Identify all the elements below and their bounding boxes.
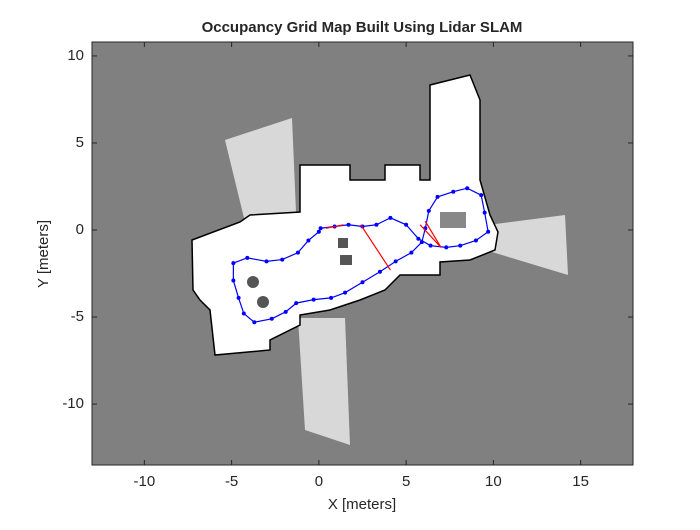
pose-marker [316, 229, 321, 234]
pose-marker [283, 309, 288, 314]
pose-marker [451, 189, 456, 194]
pose-marker [269, 316, 274, 321]
pose-marker [295, 250, 300, 255]
pose-marker [231, 261, 236, 266]
pose-marker [252, 320, 257, 325]
obstacle [247, 276, 259, 288]
pose-marker [377, 269, 382, 274]
pose-marker [393, 259, 398, 264]
pose-marker [416, 236, 421, 241]
y-tick-label: 5 [76, 134, 84, 151]
x-tick-label: 5 [402, 473, 410, 490]
pose-marker [482, 210, 487, 215]
pose-marker [329, 295, 334, 300]
pose-marker [231, 278, 236, 283]
pose-marker [360, 280, 365, 285]
pose-marker [318, 226, 323, 231]
pose-marker [465, 186, 470, 191]
pose-marker [343, 290, 348, 295]
pose-marker [241, 311, 246, 316]
pose-marker [444, 245, 449, 250]
pose-marker [236, 295, 241, 300]
free-space [191, 74, 499, 356]
trajectory-line [232, 187, 489, 323]
x-tick-label: 0 [315, 473, 323, 490]
pose-marker [419, 240, 424, 245]
pose-marker [479, 193, 484, 198]
pose-marker [409, 250, 414, 255]
y-tick-label: 10 [67, 47, 84, 64]
x-tick-label: 10 [485, 473, 502, 490]
obstacle [257, 296, 269, 308]
pose-marker [374, 222, 379, 227]
y-tick-label: -10 [62, 395, 84, 412]
y-tick-label: -5 [71, 308, 84, 325]
axes-box [91, 41, 634, 466]
x-tick-label: -5 [225, 473, 238, 490]
obstacle [340, 255, 352, 265]
x-axis-label: X [meters] [328, 496, 396, 513]
y-axis-label: Y [meters] [35, 220, 52, 288]
pose-marker [280, 257, 285, 262]
y-tick-label: 0 [76, 221, 84, 238]
pose-marker [458, 243, 463, 248]
pose-marker [306, 238, 311, 243]
pose-marker [264, 259, 269, 264]
obstacle [338, 238, 348, 248]
map-rays [488, 215, 568, 275]
pose-marker [346, 222, 351, 227]
occupancy-map [92, 42, 633, 465]
x-tick-label: 15 [572, 473, 589, 490]
pose-marker [404, 222, 409, 227]
pose-marker [294, 301, 299, 306]
pose-marker [388, 215, 393, 220]
trajectory-line [325, 220, 442, 271]
plot [231, 186, 491, 325]
pose-marker [426, 208, 431, 213]
pose-marker [435, 194, 440, 199]
pose-marker [245, 255, 250, 260]
pose-marker [486, 229, 491, 234]
pose-marker [311, 297, 316, 302]
pose-marker [473, 238, 478, 243]
obstacle [440, 212, 466, 228]
x-tick-label: -10 [134, 473, 156, 490]
pose-marker [428, 243, 433, 248]
map-rays [298, 318, 350, 445]
map-rays [225, 118, 296, 218]
chart-title: Occupancy Grid Map Built Using Lidar SLA… [202, 19, 523, 36]
